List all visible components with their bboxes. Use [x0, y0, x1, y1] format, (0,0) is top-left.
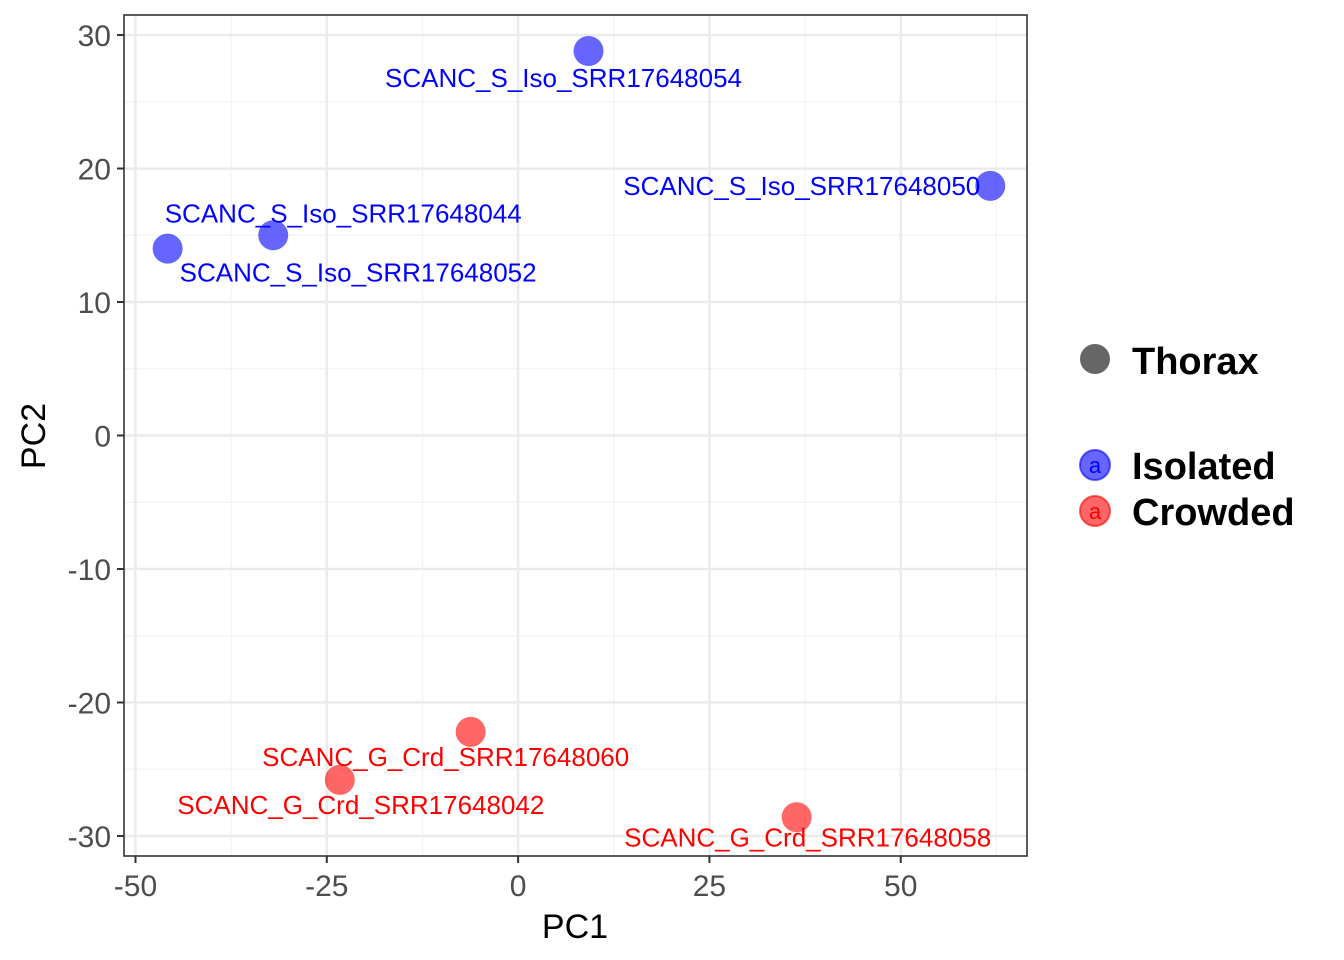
y-tick-label: -30 — [68, 821, 111, 854]
point-label: SCANC_G_Crd_SRR17648058 — [624, 822, 991, 852]
legend-thorax-label: Thorax — [1132, 341, 1259, 383]
x-tick-label: 50 — [884, 870, 917, 903]
y-tick-label: 20 — [78, 154, 111, 187]
isolated-point — [975, 170, 1006, 201]
isolated-point — [152, 233, 183, 264]
crowded-point — [324, 764, 355, 795]
point-label: SCANC_S_Iso_SRR17648054 — [385, 63, 742, 93]
crowded-point — [455, 716, 486, 747]
legend-isolated-key — [1079, 449, 1111, 481]
isolated-point — [258, 220, 289, 251]
legend-crowded-glyph: a — [1089, 499, 1102, 524]
data-points — [152, 36, 1006, 833]
x-tick-label: -25 — [305, 870, 348, 903]
x-tick-label: 0 — [510, 870, 527, 903]
plot-panel: SCANC_S_Iso_SRR17648052 SCANC_S_Iso_SRR17… — [123, 14, 1028, 857]
point-label: SCANC_S_Iso_SRR17648050 — [623, 171, 980, 201]
point-label: SCANC_G_Crd_SRR17648042 — [177, 790, 544, 820]
legend-crowded-label: Crowded — [1132, 492, 1295, 534]
legend-thorax-key — [1080, 344, 1110, 374]
crowded-point — [781, 802, 812, 833]
y-tick-label: 10 — [78, 287, 111, 320]
y-tick-label: 0 — [94, 421, 111, 454]
legend: Thorax a Isolated a Crowded — [1079, 341, 1295, 534]
x-tick-label: 25 — [693, 870, 726, 903]
axes: -50 -25 0 25 50 -30 -20 -10 0 10 20 30 — [68, 20, 918, 903]
x-axis-title: PC1 — [542, 908, 608, 946]
legend-isolated-glyph: a — [1089, 453, 1102, 478]
isolated-point — [573, 36, 604, 67]
point-label: SCANC_S_Iso_SRR17648044 — [165, 198, 522, 228]
y-tick-label: 30 — [78, 20, 111, 53]
legend-crowded-key — [1079, 495, 1111, 527]
point-label: SCANC_S_Iso_SRR17648052 — [180, 258, 537, 288]
y-tick-label: -10 — [68, 554, 111, 587]
y-tick-label: -20 — [68, 687, 111, 720]
y-axis-title: PC2 — [15, 403, 53, 469]
legend-isolated-label: Isolated — [1132, 446, 1276, 488]
point-label: SCANC_G_Crd_SRR17648060 — [262, 742, 629, 772]
x-tick-label: -50 — [114, 870, 157, 903]
point-labels: SCANC_S_Iso_SRR17648052 SCANC_S_Iso_SRR17… — [165, 63, 991, 852]
